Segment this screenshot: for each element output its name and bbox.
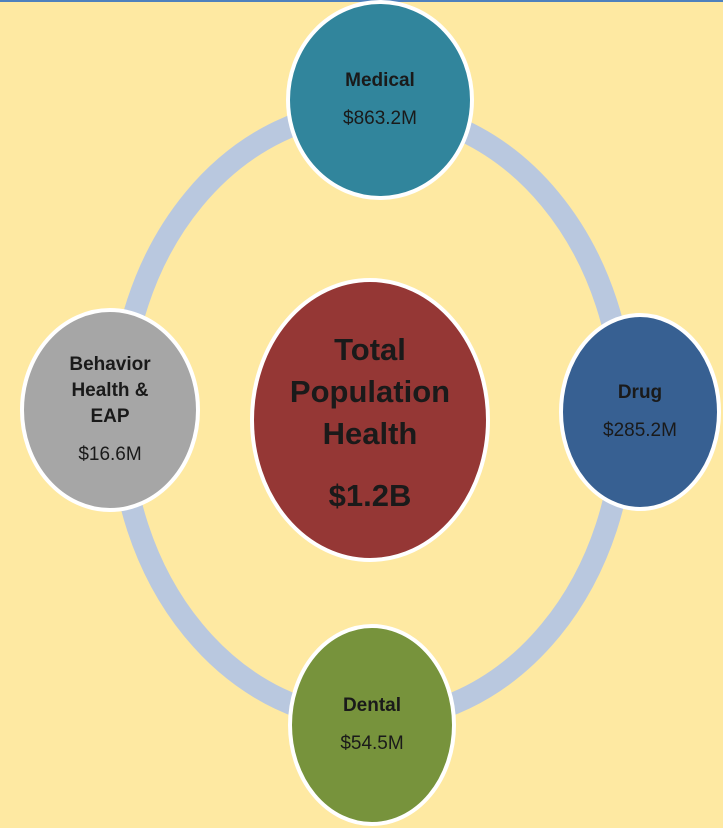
- node-value: $863.2M: [343, 108, 417, 129]
- center-circle: [250, 278, 490, 562]
- node-label: Dental: [343, 695, 401, 716]
- node-value: $285.2M: [603, 420, 677, 441]
- node-value: $54.5M: [340, 733, 403, 754]
- node-label: Medical: [345, 70, 415, 91]
- center-title: Population: [290, 374, 450, 409]
- node-label: Health &: [71, 380, 148, 401]
- node-circle: [286, 0, 474, 200]
- center-title: Health: [323, 416, 418, 451]
- node-label: EAP: [90, 406, 129, 427]
- center-value: $1.2B: [329, 478, 412, 513]
- center-title: Total: [334, 332, 406, 367]
- node-value: $16.6M: [78, 444, 141, 465]
- node-circle: [20, 308, 200, 512]
- node-circle: [559, 313, 721, 511]
- node-circle: [288, 624, 456, 826]
- node-label: Drug: [618, 382, 662, 403]
- labels: Total Population Health $1.2B Medical $863.2M…: [69, 70, 677, 754]
- node-label: Behavior: [69, 354, 151, 375]
